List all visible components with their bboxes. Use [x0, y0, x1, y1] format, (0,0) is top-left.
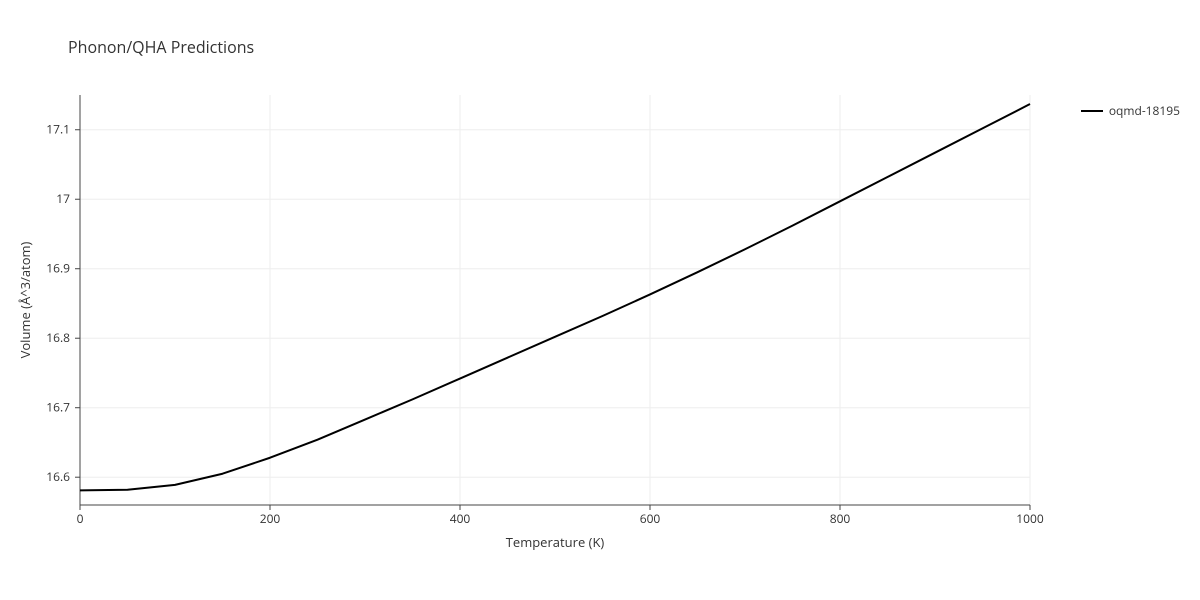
x-tick-label: 800: [830, 510, 851, 527]
x-tick-label: 600: [640, 510, 661, 527]
y-tick-label: 16.9: [46, 260, 70, 277]
y-ticks-group: 16.6 16.7 16.8 16.9 17 17.1: [46, 121, 70, 485]
chart-svg: 0 200 400 600 800 1000 16.6 16.7 16.8 16.9 17 17.1…: [0, 0, 1200, 600]
y-tick-label: 17.1: [46, 121, 70, 138]
x-tick-label: 400: [450, 510, 471, 527]
y-tick-label: 16.7: [46, 399, 70, 416]
y-tick-label: 17: [56, 190, 70, 207]
y-axis-label: Volume (Å^3/atom): [16, 241, 34, 358]
grid-group: [80, 95, 1030, 505]
series-group: [80, 104, 1030, 490]
x-tick-label: 1000: [1016, 510, 1044, 527]
x-axis-label: Temperature (K): [506, 533, 605, 551]
y-tick-label: 16.6: [46, 468, 70, 485]
x-tick-label: 200: [260, 510, 281, 527]
x-tick-label: 0: [77, 510, 84, 527]
x-ticks-group: 0 200 400 600 800 1000: [77, 510, 1044, 527]
axes-group: [75, 95, 1030, 510]
series-line: [80, 104, 1030, 490]
y-tick-label: 16.8: [46, 329, 70, 346]
chart-container: Phonon/QHA Predictions oqmd-18195 020040…: [0, 0, 1200, 600]
